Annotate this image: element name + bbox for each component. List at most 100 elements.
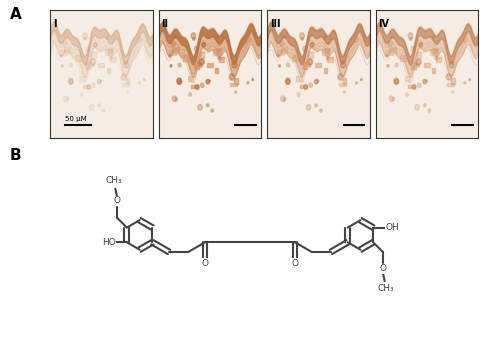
Circle shape	[69, 80, 73, 84]
Circle shape	[91, 59, 96, 65]
Circle shape	[200, 59, 204, 65]
Circle shape	[286, 80, 290, 84]
Circle shape	[469, 79, 470, 81]
Circle shape	[417, 64, 420, 67]
Circle shape	[216, 35, 218, 38]
Circle shape	[424, 104, 426, 107]
Circle shape	[62, 41, 67, 47]
Circle shape	[428, 109, 430, 112]
Circle shape	[126, 91, 128, 93]
Circle shape	[416, 59, 421, 65]
Circle shape	[326, 56, 329, 60]
Circle shape	[171, 41, 175, 47]
Circle shape	[200, 64, 202, 67]
Circle shape	[92, 83, 96, 88]
Circle shape	[80, 93, 83, 96]
Circle shape	[170, 65, 172, 67]
Circle shape	[278, 65, 280, 67]
Circle shape	[169, 55, 170, 57]
Circle shape	[62, 65, 64, 67]
Circle shape	[174, 35, 177, 38]
Circle shape	[100, 80, 102, 82]
Circle shape	[82, 33, 87, 39]
Circle shape	[419, 42, 422, 47]
Circle shape	[98, 80, 101, 84]
Text: O: O	[380, 265, 386, 273]
Circle shape	[395, 63, 398, 67]
Circle shape	[66, 35, 68, 38]
Circle shape	[394, 80, 398, 84]
Circle shape	[178, 63, 181, 67]
Circle shape	[232, 62, 237, 68]
Circle shape	[446, 74, 452, 80]
Text: III: III	[270, 19, 280, 29]
Circle shape	[410, 38, 412, 40]
Circle shape	[340, 62, 345, 68]
Circle shape	[280, 41, 284, 47]
Text: II: II	[162, 19, 168, 29]
Circle shape	[195, 85, 199, 89]
Circle shape	[308, 64, 311, 67]
Circle shape	[320, 109, 322, 112]
Circle shape	[94, 42, 97, 47]
Circle shape	[408, 33, 413, 39]
Circle shape	[360, 79, 362, 81]
Circle shape	[230, 74, 234, 80]
Circle shape	[191, 33, 196, 39]
Circle shape	[302, 38, 304, 40]
Text: I: I	[53, 19, 56, 29]
Circle shape	[280, 96, 285, 102]
Circle shape	[86, 85, 90, 89]
Circle shape	[338, 74, 343, 80]
Circle shape	[60, 55, 62, 57]
Circle shape	[392, 35, 394, 38]
Circle shape	[188, 93, 192, 96]
Circle shape	[411, 46, 415, 51]
Text: CH₃: CH₃	[106, 177, 122, 185]
Circle shape	[418, 83, 421, 88]
Circle shape	[283, 97, 286, 101]
Circle shape	[317, 80, 319, 82]
Text: CH₃: CH₃	[378, 284, 394, 294]
Circle shape	[174, 97, 178, 101]
Circle shape	[172, 96, 176, 102]
Text: O: O	[292, 259, 298, 268]
Circle shape	[423, 80, 426, 84]
Circle shape	[138, 82, 140, 84]
Circle shape	[286, 78, 290, 84]
Circle shape	[304, 85, 308, 89]
Circle shape	[387, 65, 389, 67]
Text: IV: IV	[378, 19, 390, 29]
Circle shape	[297, 93, 300, 96]
Circle shape	[144, 79, 145, 81]
Circle shape	[283, 35, 286, 38]
Circle shape	[310, 42, 314, 47]
Circle shape	[435, 56, 438, 60]
Circle shape	[388, 41, 392, 47]
Circle shape	[426, 80, 428, 82]
Circle shape	[356, 82, 357, 84]
Circle shape	[389, 96, 394, 102]
Text: HO: HO	[102, 238, 116, 247]
Circle shape	[306, 104, 311, 110]
Circle shape	[193, 38, 195, 40]
Circle shape	[464, 82, 466, 84]
Circle shape	[110, 56, 112, 60]
Circle shape	[198, 104, 202, 110]
Text: 50 μM: 50 μM	[66, 116, 87, 122]
Circle shape	[252, 79, 254, 81]
Text: A: A	[10, 7, 22, 22]
Text: B: B	[10, 148, 22, 163]
Circle shape	[278, 55, 279, 57]
Circle shape	[98, 104, 100, 107]
Text: O: O	[202, 259, 208, 268]
Circle shape	[344, 91, 345, 93]
Circle shape	[124, 62, 128, 68]
Circle shape	[107, 35, 109, 38]
Circle shape	[64, 96, 68, 102]
Circle shape	[208, 80, 210, 82]
Circle shape	[92, 64, 94, 67]
Circle shape	[84, 38, 86, 40]
Circle shape	[247, 82, 248, 84]
Circle shape	[121, 74, 126, 80]
